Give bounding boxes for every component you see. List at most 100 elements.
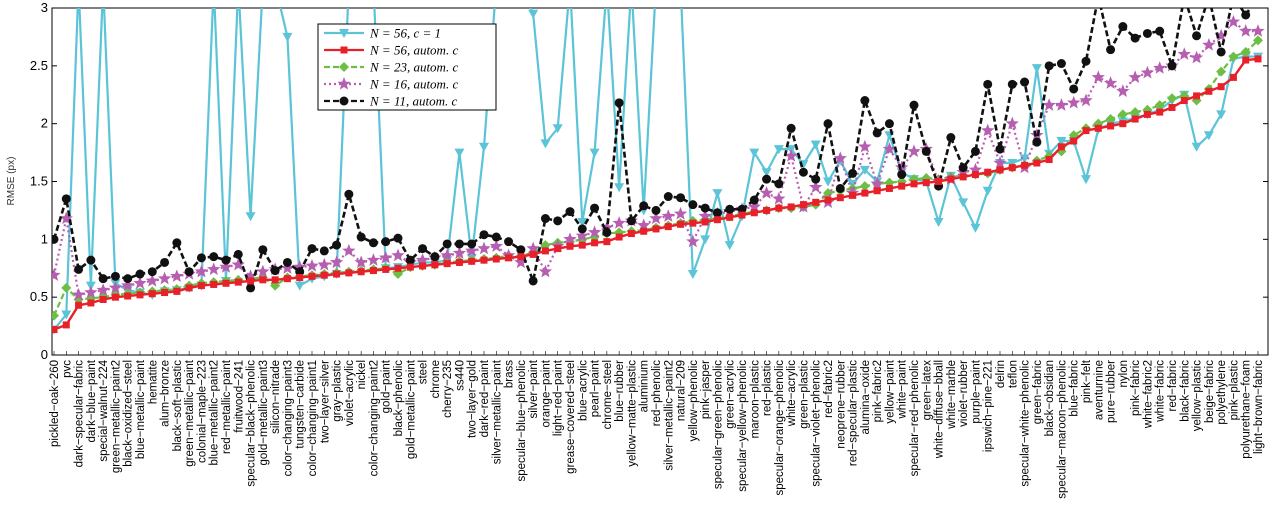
- n56-autom-point: [345, 269, 353, 277]
- n56-autom-point: [763, 206, 771, 214]
- x-category-label: silver−metallic−paint2: [663, 360, 675, 471]
- n56-autom-point: [62, 321, 70, 329]
- n11-autom-point: [909, 100, 919, 110]
- n16-autom-point: [673, 206, 688, 220]
- n56-autom-point: [197, 282, 205, 290]
- x-category-label: fruitwood−241: [233, 360, 245, 433]
- n11-autom-point: [1032, 137, 1042, 147]
- x-category-label: steel: [418, 360, 430, 384]
- x-category-label: specular−yellow−phenolic: [737, 360, 749, 492]
- n56-autom-point: [738, 211, 746, 219]
- n56-autom-point: [222, 279, 230, 287]
- n16-autom-point: [661, 209, 675, 222]
- x-category-label: green−metallic−paint: [184, 359, 196, 467]
- y-tick-label: 3: [41, 0, 48, 15]
- n16-autom-point: [305, 258, 319, 272]
- n16-autom-point: [194, 264, 209, 278]
- x-category-label: ss440: [454, 360, 466, 391]
- n56-autom-point: [185, 284, 193, 292]
- n16-autom-point: [587, 225, 602, 239]
- n56-c1-point: [958, 198, 969, 208]
- n56-c1-point: [982, 186, 993, 196]
- n56-autom-point: [836, 194, 844, 202]
- y-tick-label: 2: [41, 116, 48, 131]
- n11-autom-point: [467, 239, 477, 249]
- n56-autom-point: [1254, 55, 1262, 63]
- n11-autom-point: [897, 170, 907, 180]
- n11-autom-point: [282, 257, 292, 267]
- n16-autom-point: [477, 241, 491, 255]
- n11-autom-point: [1044, 61, 1054, 71]
- n56-autom-point: [283, 275, 291, 283]
- x-category-label: natural−209: [676, 360, 688, 421]
- n56-autom-point: [726, 213, 734, 221]
- n16-autom-point: [96, 283, 110, 296]
- n56-autom-point: [1193, 92, 1201, 100]
- x-category-label: violet−rubber: [958, 360, 970, 427]
- n16-autom-point: [809, 180, 823, 193]
- n56-autom-point: [947, 175, 955, 183]
- n11-autom-point: [884, 119, 894, 129]
- n11-autom-point: [110, 271, 120, 281]
- n11-autom-point: [1118, 22, 1128, 32]
- n56-autom-point: [455, 258, 463, 266]
- n11-autom-point: [725, 204, 735, 214]
- series-1: [52, 55, 1262, 334]
- n11-autom-point: [774, 179, 784, 189]
- n11-autom-point: [344, 189, 354, 199]
- n16-autom-point: [514, 255, 528, 269]
- n56-autom-point: [591, 239, 599, 247]
- x-category-label: red−phenolic: [651, 360, 663, 426]
- n16-autom-point: [784, 149, 798, 162]
- x-category-label: red−fabric2: [823, 360, 835, 418]
- n23-autom-point: [1117, 109, 1128, 120]
- x-category-label: chrome: [430, 360, 442, 398]
- x-category-label: color−changing−paint2: [368, 360, 380, 476]
- n56-autom-point: [898, 182, 906, 190]
- n56-autom-point: [750, 209, 758, 217]
- n56-autom-point: [640, 227, 648, 235]
- n56-c1-point: [294, 281, 305, 291]
- n11-autom-point: [246, 283, 256, 293]
- n11-autom-point: [970, 146, 980, 156]
- n16-autom-point: [465, 243, 479, 257]
- n56-autom-point: [566, 242, 574, 250]
- x-category-label: dark−specular−fabric: [74, 360, 86, 468]
- legend-label: N = 56, c = 1: [369, 26, 441, 41]
- n11-autom-point: [430, 252, 440, 262]
- n56-c1-point: [1203, 131, 1214, 141]
- x-category-label: pink−plastic: [1228, 360, 1240, 421]
- n11-autom-point: [1106, 45, 1116, 55]
- n11-autom-point: [196, 253, 206, 263]
- n11-autom-point: [454, 239, 464, 249]
- n11-autom-point: [860, 96, 870, 106]
- x-category-label: blue−acrylic: [577, 360, 589, 421]
- n16-autom-point: [133, 276, 147, 289]
- n56-autom-point: [1131, 115, 1139, 123]
- n56-autom-point: [52, 326, 58, 334]
- n56-autom-point: [259, 276, 267, 284]
- n11-autom-point: [86, 255, 96, 265]
- legend-swatch-marker: [339, 29, 349, 38]
- x-category-label: two−layer−silver: [319, 360, 331, 443]
- n56-autom-point: [99, 295, 107, 303]
- x-category-label: light−red−paint: [553, 359, 565, 436]
- n11-autom-point: [270, 266, 280, 276]
- n16-autom-point: [489, 239, 503, 252]
- n11-autom-point: [405, 255, 415, 265]
- n56-autom-point: [627, 230, 635, 238]
- n56-c1-point: [540, 139, 551, 149]
- n56-autom-point: [1180, 97, 1188, 105]
- x-category-label: chrome−steel: [602, 360, 614, 429]
- n11-autom-point: [786, 123, 796, 133]
- n11-autom-point: [258, 245, 268, 255]
- n11-autom-point: [504, 237, 514, 247]
- n56-c1-point: [454, 148, 465, 158]
- n11-autom-point: [1007, 79, 1017, 89]
- x-category-label: brass: [504, 360, 516, 388]
- n11-autom-point: [491, 232, 501, 242]
- n16-autom-point: [895, 160, 909, 174]
- series-line-n16-autom: [52, 20, 1258, 296]
- n16-autom-point: [231, 257, 245, 271]
- n16-autom-point: [342, 243, 356, 257]
